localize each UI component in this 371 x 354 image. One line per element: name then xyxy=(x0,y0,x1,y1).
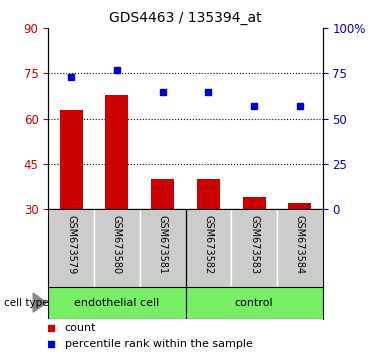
Text: GSM673581: GSM673581 xyxy=(158,215,168,274)
Bar xyxy=(231,209,277,287)
Text: GSM673580: GSM673580 xyxy=(112,215,122,274)
Bar xyxy=(60,110,82,209)
Text: control: control xyxy=(235,298,273,308)
Bar xyxy=(186,209,231,287)
Bar xyxy=(243,197,266,209)
Bar xyxy=(151,179,174,209)
Text: GSM673579: GSM673579 xyxy=(66,215,76,274)
Bar xyxy=(197,179,220,209)
Bar xyxy=(105,95,128,209)
Text: endothelial cell: endothelial cell xyxy=(74,298,160,308)
Bar xyxy=(140,209,186,287)
Text: percentile rank within the sample: percentile rank within the sample xyxy=(65,339,253,349)
Text: GSM673584: GSM673584 xyxy=(295,215,305,274)
Text: GSM673582: GSM673582 xyxy=(203,215,213,274)
Bar xyxy=(289,203,311,209)
Polygon shape xyxy=(33,293,47,312)
Text: GSM673583: GSM673583 xyxy=(249,215,259,274)
Title: GDS4463 / 135394_at: GDS4463 / 135394_at xyxy=(109,11,262,24)
Text: count: count xyxy=(65,323,96,333)
Text: cell type: cell type xyxy=(4,298,48,308)
Bar xyxy=(48,209,94,287)
Bar xyxy=(94,209,140,287)
Bar xyxy=(277,209,323,287)
